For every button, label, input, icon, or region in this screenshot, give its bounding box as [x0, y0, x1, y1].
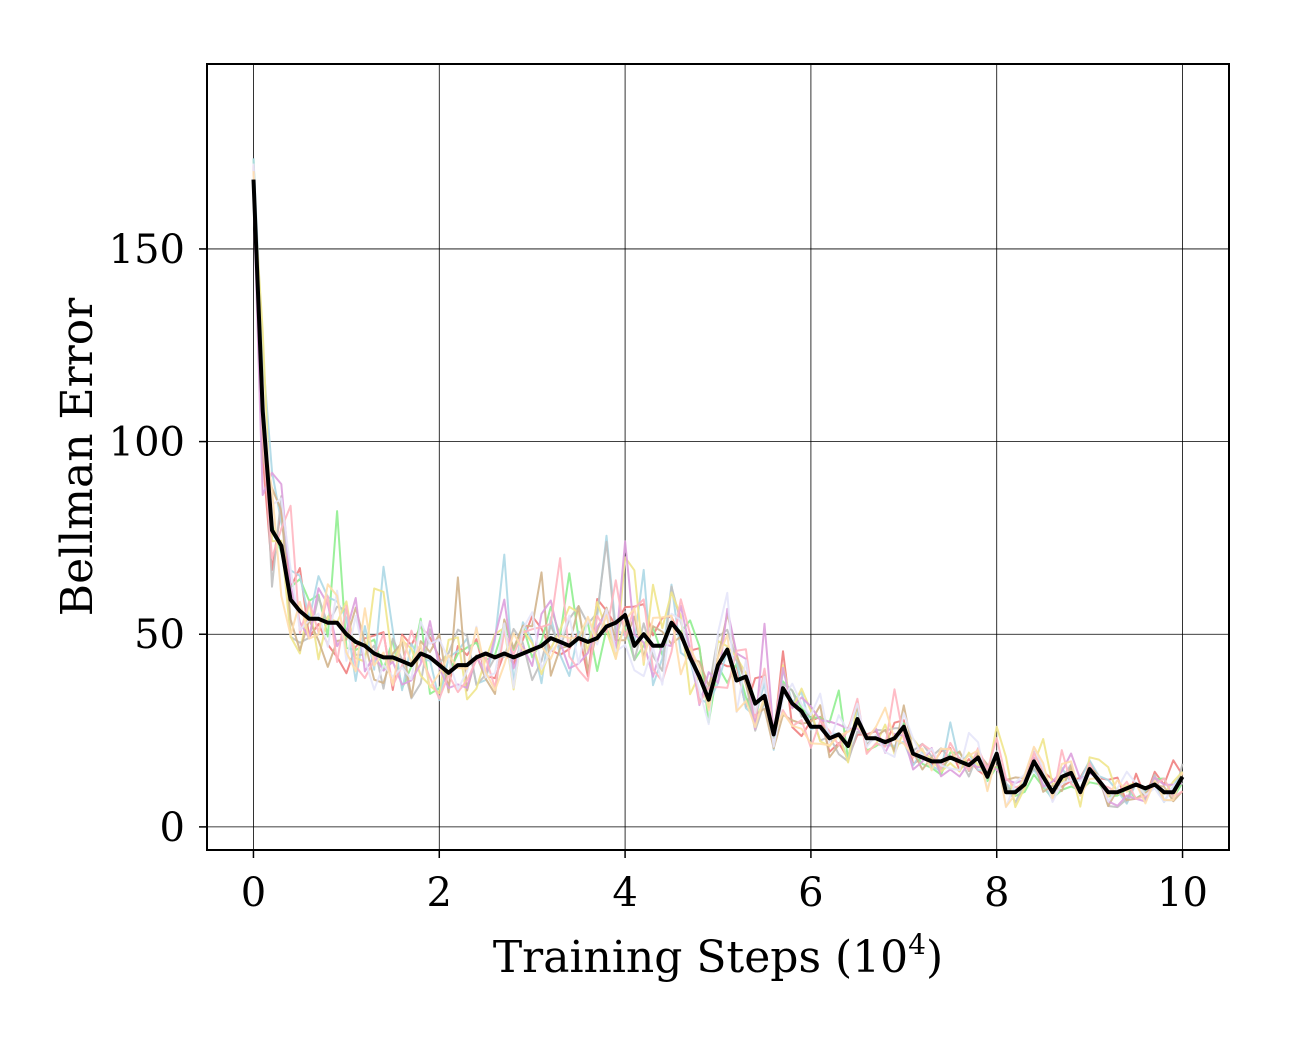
- x-tick-label: 0: [241, 870, 266, 916]
- run-series-line-4: [252, 165, 1184, 809]
- x-tick-label: 6: [798, 870, 823, 916]
- mean-series-group: [251, 179, 1185, 795]
- run-series-line-10: [252, 171, 1184, 808]
- y-axis-ticks: 0 50 100 150: [109, 227, 207, 851]
- y-tick-label: 100: [109, 420, 185, 466]
- x-tick-label: 8: [984, 870, 1009, 916]
- run-series-line-9: [252, 163, 1184, 809]
- y-tick-label: 50: [134, 612, 185, 658]
- x-tick-label: 2: [427, 870, 452, 916]
- y-tick-label: 0: [160, 805, 185, 851]
- series-group: [252, 158, 1184, 809]
- x-tick-label: 10: [1157, 870, 1208, 916]
- run-series-line-5: [252, 188, 1184, 809]
- mean-series-line: [251, 179, 1185, 795]
- x-tick-label: 4: [612, 870, 637, 916]
- x-axis-label: Training Steps (104): [493, 928, 943, 983]
- plot-frame: [206, 63, 1230, 851]
- run-series-line-2: [252, 158, 1184, 800]
- run-series-line-7: [252, 195, 1183, 807]
- x-axis-ticks: 0 2 4 6 8 10: [241, 850, 1208, 916]
- run-series-line-3: [252, 158, 1184, 805]
- run-series-line-8: [252, 164, 1184, 802]
- y-axis-label: Bellman Error: [52, 297, 103, 616]
- run-series-line-6: [252, 187, 1184, 808]
- run-series-line-1: [252, 190, 1184, 804]
- y-tick-label: 150: [109, 227, 185, 273]
- grid: [207, 64, 1229, 850]
